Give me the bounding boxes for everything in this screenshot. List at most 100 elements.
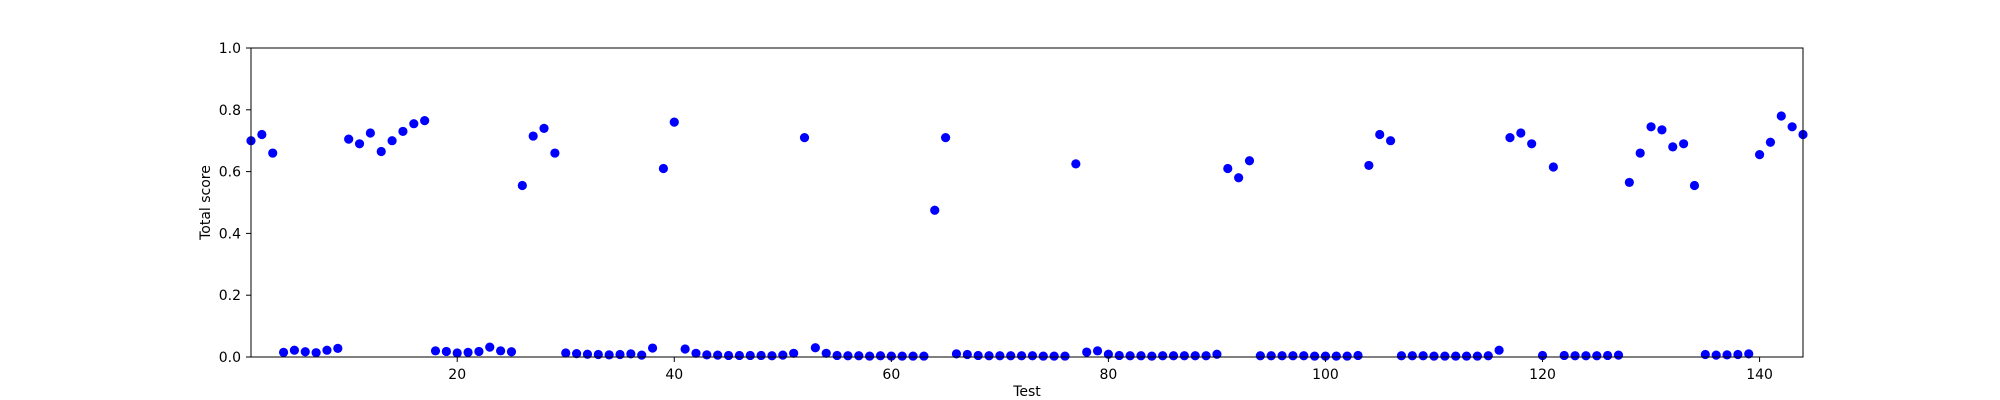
- data-point: [680, 344, 690, 354]
- data-point: [1310, 351, 1320, 361]
- data-point: [1451, 351, 1461, 361]
- data-point: [1299, 351, 1309, 361]
- data-point: [637, 350, 647, 360]
- data-point: [984, 351, 994, 361]
- data-point: [289, 345, 300, 355]
- data-point: [1700, 349, 1710, 360]
- x-tick-label: 100: [1312, 367, 1339, 383]
- data-point: [409, 119, 419, 129]
- data-point: [1071, 159, 1081, 169]
- data-point: [1570, 351, 1580, 361]
- data-point: [474, 346, 484, 357]
- data-point: [1765, 137, 1776, 147]
- data-point: [1711, 350, 1721, 360]
- data-point: [550, 148, 560, 158]
- data-point: [539, 123, 549, 133]
- data-point: [528, 131, 538, 141]
- data-point: [517, 180, 527, 191]
- data-point: [257, 129, 267, 140]
- data-point: [1787, 122, 1797, 132]
- data-point: [1049, 351, 1059, 361]
- data-point: [789, 348, 799, 358]
- data-point: [1147, 351, 1157, 361]
- data-point: [1277, 351, 1287, 361]
- data-point: [1624, 177, 1634, 188]
- data-point: [1342, 351, 1352, 361]
- data-point: [300, 347, 310, 357]
- data-point: [1754, 150, 1765, 160]
- data-point: [1060, 351, 1070, 361]
- data-point: [441, 346, 451, 357]
- data-point: [485, 342, 495, 352]
- data-point: [571, 349, 582, 359]
- data-point: [1548, 162, 1558, 172]
- x-tick-label: 80: [1099, 367, 1117, 383]
- data-point: [865, 351, 875, 361]
- plot-frame: [250, 47, 1804, 358]
- data-point: [463, 347, 473, 357]
- data-point: [1668, 142, 1678, 152]
- data-point: [1440, 351, 1450, 361]
- data-point: [1223, 163, 1233, 174]
- data-point: [1288, 351, 1298, 361]
- data-point: [1234, 173, 1244, 183]
- data-point: [615, 349, 625, 360]
- data-point: [713, 350, 723, 360]
- data-point: [821, 348, 831, 358]
- data-point: [1364, 160, 1374, 171]
- data-point: [604, 350, 614, 360]
- data-point: [322, 345, 332, 355]
- data-point: [1657, 125, 1667, 135]
- data-point: [1255, 351, 1265, 361]
- data-point: [767, 351, 777, 361]
- data-point: [430, 346, 441, 356]
- x-tick-label: 40: [665, 367, 683, 383]
- data-point: [1559, 350, 1569, 361]
- data-point: [344, 134, 354, 144]
- data-point: [745, 350, 755, 361]
- data-points: [246, 111, 1808, 361]
- data-point: [691, 348, 701, 358]
- data-point: [1689, 180, 1700, 191]
- data-point: [951, 349, 962, 359]
- data-point: [941, 133, 951, 143]
- y-tick-label: 0.4: [219, 226, 241, 242]
- data-point: [832, 350, 842, 361]
- data-point: [908, 351, 918, 361]
- data-point: [496, 346, 506, 356]
- data-point: [1190, 351, 1200, 361]
- data-point: [1396, 351, 1407, 361]
- data-point: [1744, 349, 1754, 359]
- y-tick-label: 0.2: [219, 288, 241, 304]
- data-point: [1483, 351, 1493, 361]
- data-point: [1461, 351, 1472, 361]
- data-point: [506, 347, 517, 357]
- data-point: [1679, 139, 1689, 149]
- data-point: [734, 350, 744, 361]
- data-point: [930, 205, 940, 215]
- data-point: [1331, 351, 1341, 361]
- data-point: [1114, 350, 1124, 361]
- data-point: [1027, 351, 1038, 361]
- data-point: [1494, 345, 1504, 355]
- x-tick-label: 60: [882, 367, 900, 383]
- data-point: [354, 139, 365, 149]
- data-point: [897, 351, 907, 361]
- data-point: [1244, 156, 1255, 166]
- data-point: [886, 351, 896, 361]
- data-point: [561, 348, 571, 358]
- data-point: [962, 349, 972, 360]
- data-point: [1158, 351, 1168, 361]
- data-point: [365, 128, 375, 138]
- data-point: [1016, 351, 1027, 361]
- data-point: [333, 343, 343, 353]
- data-point: [1418, 351, 1428, 361]
- x-tick-label: 20: [448, 367, 466, 383]
- axis-ticks: 20 40 60 80 100 120 140 0.0 0.2 0.4 0.6 0.8 1.0: [219, 41, 1773, 383]
- data-point: [1136, 351, 1146, 361]
- data-point: [1385, 136, 1396, 146]
- x-tick-label: 140: [1746, 367, 1773, 383]
- data-point: [278, 347, 289, 357]
